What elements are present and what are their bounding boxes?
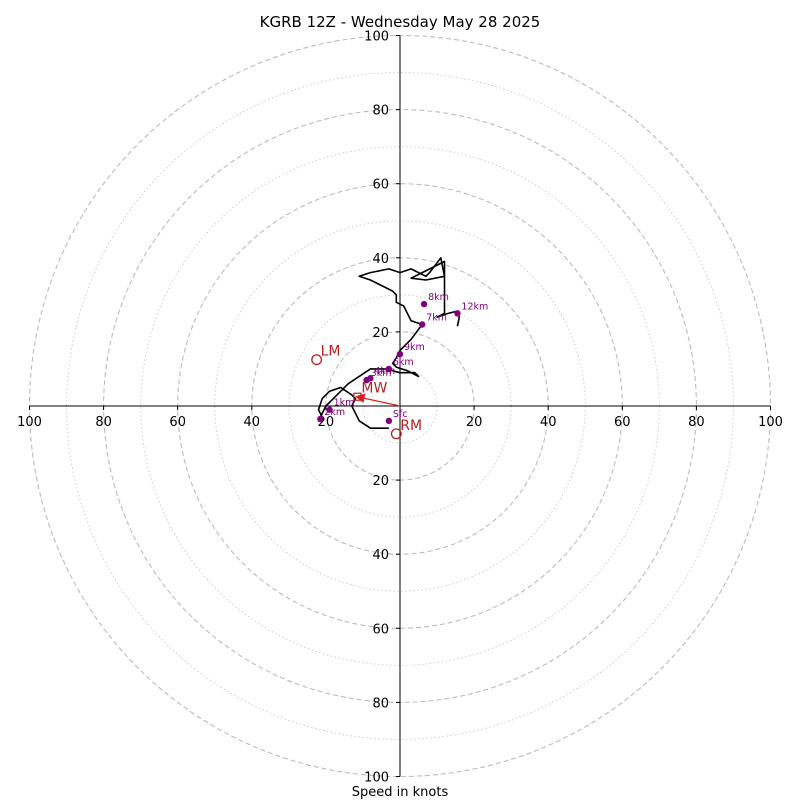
x-tick-label: 60 bbox=[169, 415, 186, 430]
y-tick-label: 20 bbox=[372, 474, 389, 489]
height-label-7km: 7km bbox=[426, 312, 447, 323]
y-tick-label: 100 bbox=[364, 30, 389, 45]
height-point-4km bbox=[367, 375, 374, 382]
height-label-4km: 4km bbox=[374, 366, 395, 377]
x-tick-label: 40 bbox=[244, 415, 261, 430]
chart-title: KGRB 12Z - Wednesday May 28 2025 bbox=[260, 13, 541, 31]
x-tick-label: 80 bbox=[95, 415, 112, 430]
x-axis-label: Speed in knots bbox=[352, 785, 449, 800]
x-tick-label: 80 bbox=[688, 415, 705, 430]
height-point-8km bbox=[420, 300, 428, 308]
height-point-2km bbox=[317, 415, 324, 423]
x-tick-label: 100 bbox=[17, 415, 42, 430]
height-label-1km: 1km bbox=[334, 398, 355, 409]
height-point-7km bbox=[419, 321, 426, 328]
y-tick-label: 80 bbox=[372, 696, 389, 711]
height-point-sfc bbox=[385, 417, 393, 425]
mean-wind-arrow bbox=[355, 393, 401, 407]
hodograph-trace-group bbox=[317, 256, 461, 430]
x-tick-label: 100 bbox=[758, 415, 783, 430]
height-label-12km: 12km bbox=[461, 301, 488, 312]
y-tick-label: 60 bbox=[372, 622, 389, 637]
y-tick-label: 40 bbox=[372, 548, 389, 563]
x-tick-label: 60 bbox=[614, 415, 631, 430]
x-tick-label: 40 bbox=[540, 415, 557, 430]
height-label-sfc: Sfc bbox=[393, 409, 408, 420]
y-tick-label: 60 bbox=[372, 178, 389, 193]
hodograph-trace bbox=[317, 256, 461, 430]
storm-motion-point-lm bbox=[311, 354, 323, 366]
storm-motion-point-mw bbox=[353, 392, 362, 401]
height-point-1km bbox=[326, 406, 333, 413]
height-point-12km bbox=[454, 310, 461, 317]
y-tick-label: 80 bbox=[372, 104, 389, 119]
storm-motion-markers: LM RM MW bbox=[311, 344, 422, 440]
x-tick-label: 20 bbox=[466, 415, 483, 430]
storm-motion-label-mw: MW bbox=[361, 381, 387, 397]
height-label-3km: 3km bbox=[371, 368, 392, 379]
y-tick-label: 40 bbox=[372, 252, 389, 267]
height-point-6km bbox=[385, 365, 393, 373]
height-label-2km: 2km bbox=[324, 407, 345, 418]
height-label-6km: 6km bbox=[393, 357, 414, 368]
height-point-9km bbox=[396, 350, 404, 358]
tick-labels: 100 80 60 40 20 20 40 60 80 100100806040202040608… bbox=[17, 30, 783, 786]
storm-motion-label-lm: LM bbox=[321, 344, 341, 360]
height-label-9km: 9km bbox=[404, 342, 425, 353]
y-tick-label: 20 bbox=[372, 326, 389, 341]
height-label-8km: 8km bbox=[428, 292, 449, 303]
y-tick-label: 100 bbox=[364, 771, 389, 786]
storm-motion-point-rm bbox=[390, 428, 402, 440]
storm-motion-label-rm: RM bbox=[400, 418, 422, 434]
